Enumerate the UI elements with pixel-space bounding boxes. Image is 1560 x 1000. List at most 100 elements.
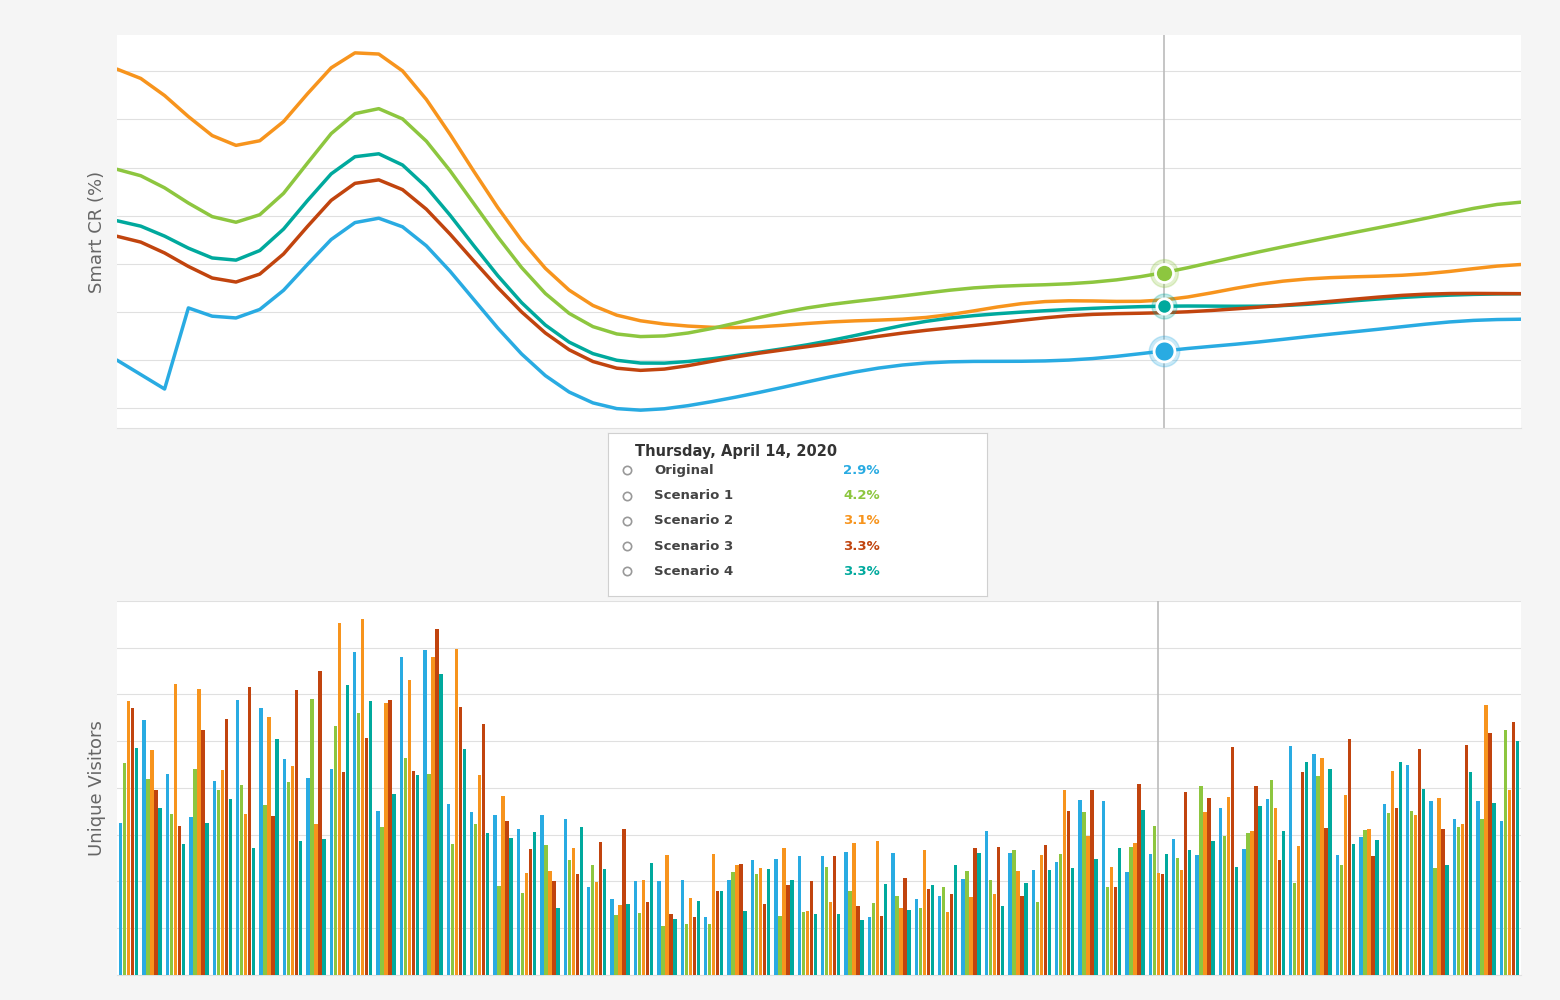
Bar <box>844 852 849 975</box>
Bar <box>521 893 524 975</box>
Bar <box>1062 790 1067 975</box>
Bar <box>298 841 303 975</box>
Text: 3.3%: 3.3% <box>844 565 880 578</box>
Bar <box>264 805 267 975</box>
Bar <box>1504 730 1507 975</box>
Bar <box>1359 837 1363 975</box>
Bar <box>1512 722 1515 975</box>
Bar <box>1289 746 1293 975</box>
Bar <box>431 657 435 975</box>
Bar <box>758 868 763 975</box>
Bar <box>271 816 275 975</box>
Bar <box>1460 824 1465 975</box>
Bar <box>314 824 318 975</box>
Bar <box>633 881 638 975</box>
Bar <box>1179 870 1184 975</box>
Bar <box>1023 883 1028 975</box>
Bar <box>524 873 529 975</box>
Bar <box>126 701 131 975</box>
Bar <box>505 821 509 975</box>
Bar <box>984 831 989 975</box>
Bar <box>243 814 248 975</box>
Bar <box>696 901 700 975</box>
Bar <box>251 848 256 975</box>
Bar <box>789 880 794 975</box>
Bar <box>669 914 672 975</box>
Bar <box>1231 747 1234 975</box>
Bar <box>1301 772 1304 975</box>
Bar <box>282 759 287 975</box>
Bar <box>353 652 357 975</box>
Text: 3.3%: 3.3% <box>844 540 880 553</box>
Bar <box>1129 847 1133 975</box>
Bar <box>927 889 930 975</box>
Bar <box>142 720 147 975</box>
Bar <box>470 812 474 975</box>
Bar <box>966 871 969 975</box>
Bar <box>1083 812 1086 975</box>
Bar <box>459 707 462 975</box>
Bar <box>1296 846 1301 975</box>
Bar <box>1421 789 1426 975</box>
Bar <box>919 908 922 975</box>
Text: Scenario 2: Scenario 2 <box>654 514 733 527</box>
Bar <box>1413 815 1418 975</box>
Bar <box>836 914 841 975</box>
Bar <box>438 674 443 975</box>
Text: 2.9%: 2.9% <box>844 464 880 477</box>
Bar <box>287 782 290 975</box>
Bar <box>938 896 942 975</box>
Bar <box>1203 812 1207 975</box>
Bar <box>563 819 568 975</box>
Bar <box>856 906 860 975</box>
Text: 3.1%: 3.1% <box>844 514 880 527</box>
Bar <box>1273 808 1278 975</box>
Bar <box>618 905 622 975</box>
Bar <box>1090 790 1094 975</box>
Bar <box>1016 871 1020 975</box>
Bar <box>750 860 755 975</box>
Bar <box>1125 872 1129 975</box>
Bar <box>810 881 813 975</box>
Bar <box>365 738 368 975</box>
Bar <box>1270 780 1273 975</box>
Bar <box>275 739 279 975</box>
Bar <box>576 874 579 975</box>
Bar <box>1078 800 1083 975</box>
Bar <box>1109 867 1114 975</box>
Bar <box>1293 883 1296 975</box>
Bar <box>1012 850 1016 975</box>
Bar <box>1161 874 1164 975</box>
Bar <box>384 703 388 975</box>
Bar <box>1257 806 1262 975</box>
Bar <box>1499 821 1504 975</box>
Bar <box>716 891 719 975</box>
Bar <box>1410 811 1413 975</box>
Bar <box>1476 801 1480 975</box>
Bar <box>1324 828 1328 975</box>
Bar <box>688 898 693 975</box>
Bar <box>774 859 778 975</box>
Bar <box>906 910 911 975</box>
Bar <box>997 847 1000 975</box>
Bar <box>1468 772 1473 975</box>
Bar <box>1312 754 1317 975</box>
Bar <box>903 878 906 975</box>
Bar <box>969 897 973 975</box>
Bar <box>1031 870 1036 975</box>
Bar <box>602 869 607 975</box>
Bar <box>415 775 420 975</box>
Bar <box>173 684 178 975</box>
Bar <box>693 917 696 975</box>
Bar <box>719 891 724 975</box>
Bar <box>1140 810 1145 975</box>
Bar <box>1047 870 1051 975</box>
Bar <box>1437 798 1441 975</box>
Bar <box>1117 848 1122 975</box>
Bar <box>860 920 864 975</box>
Bar <box>1153 826 1156 975</box>
Bar <box>197 689 201 975</box>
Bar <box>1304 762 1309 975</box>
Bar <box>1226 797 1231 975</box>
Bar <box>849 891 852 975</box>
